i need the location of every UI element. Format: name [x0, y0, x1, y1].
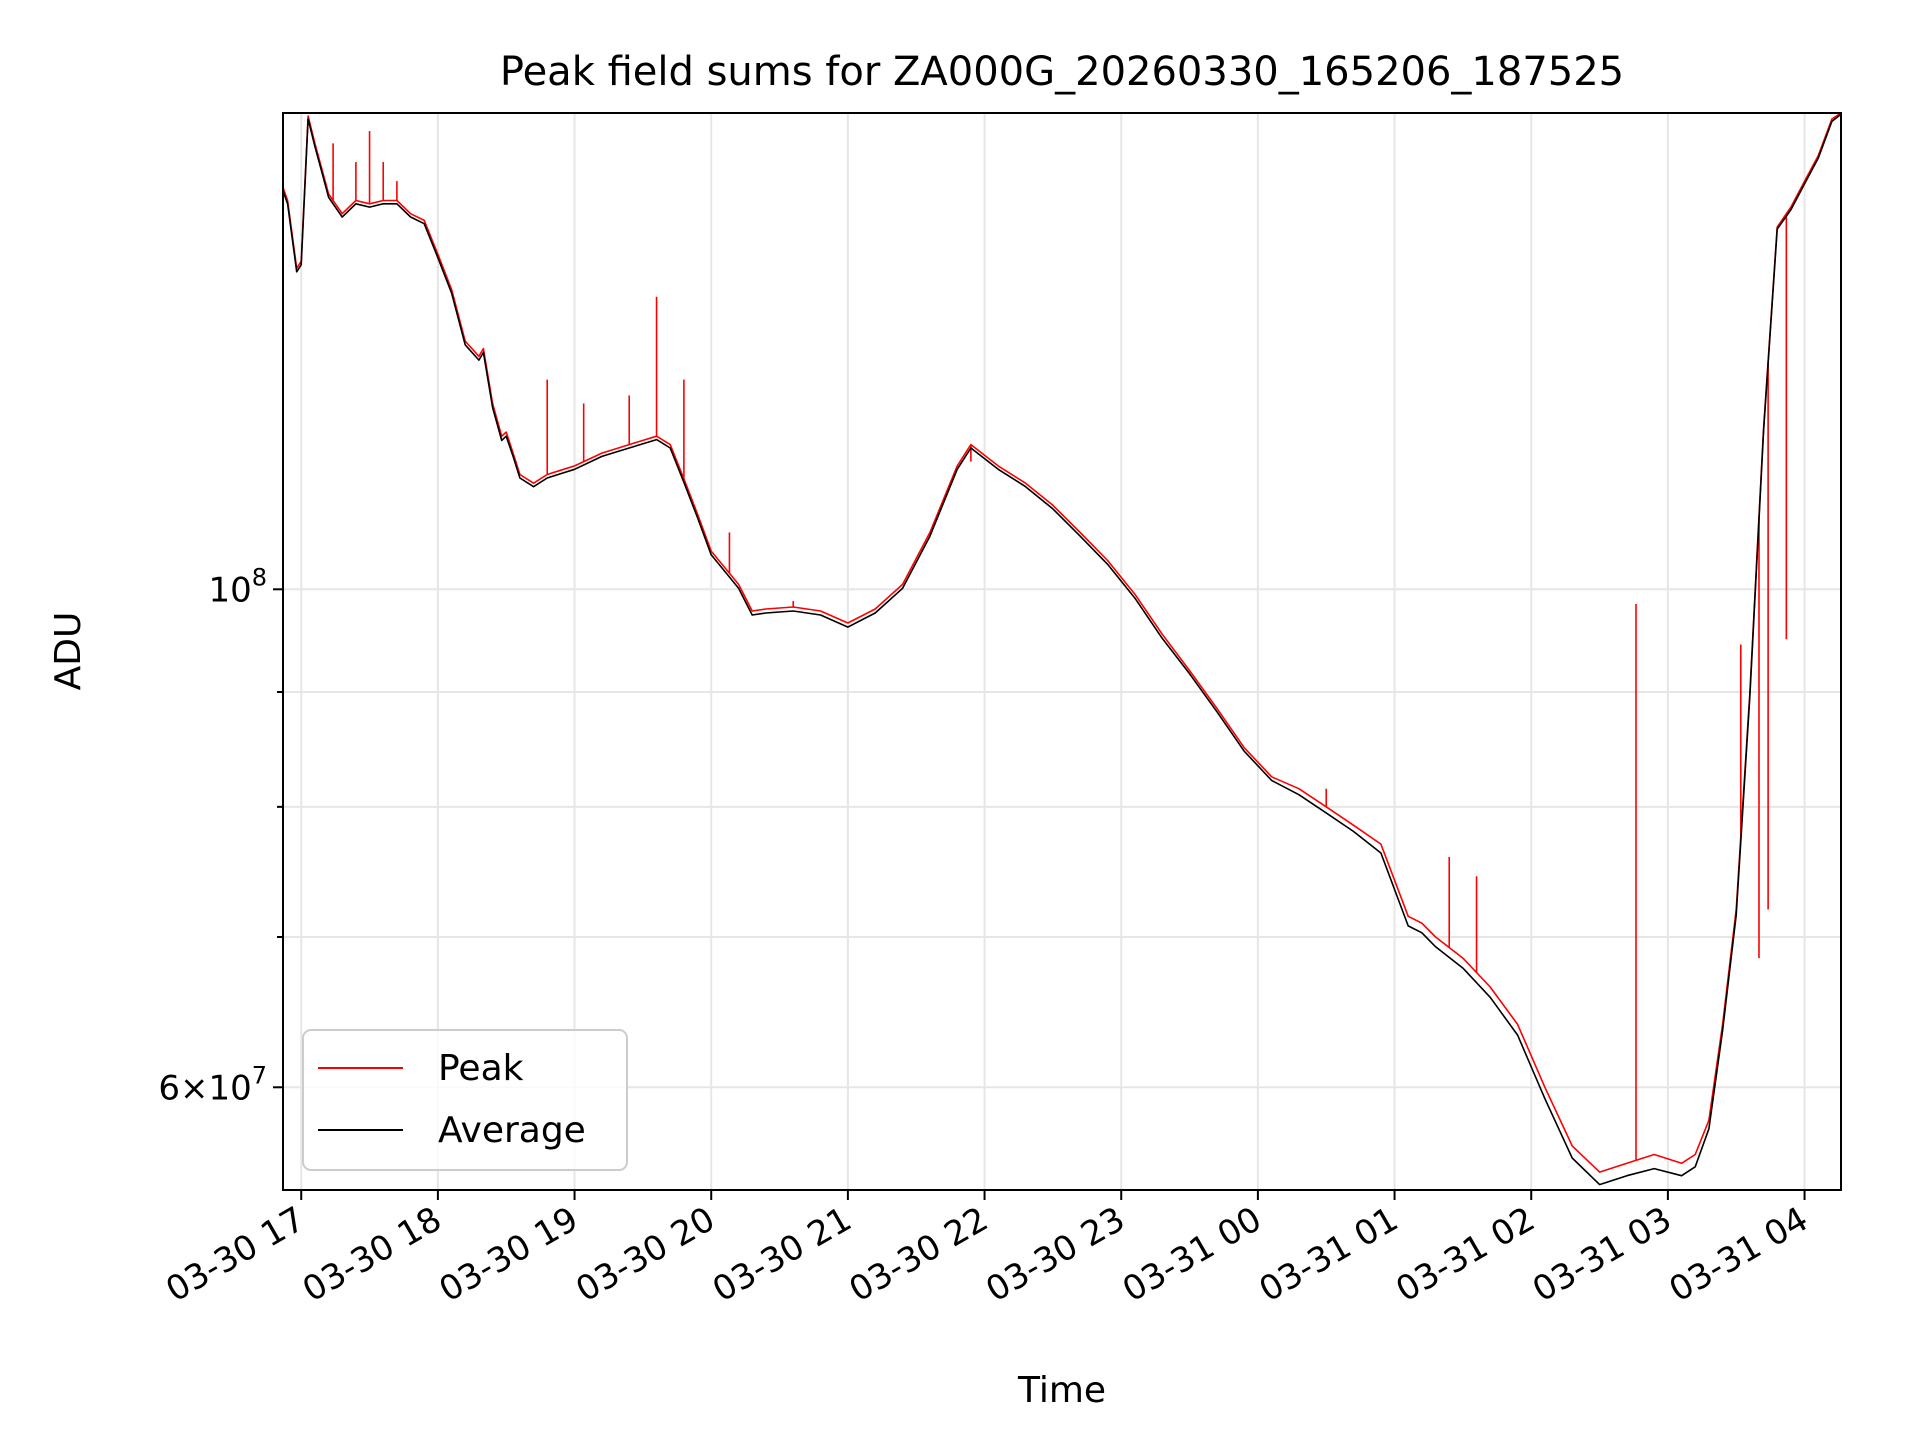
y-tick-label-base: 6×10 [158, 1068, 251, 1108]
legend-peak-label: Peak [438, 1048, 524, 1089]
legend: Peak Average [302, 1029, 628, 1171]
legend-average-label: Average [438, 1110, 586, 1151]
plot-frame [282, 112, 1842, 1191]
y-tick-label: 6×107 [158, 1061, 267, 1108]
y-axis-label: ADU [48, 612, 89, 691]
series-line-average [282, 113, 1842, 1186]
y-tick-label-exponent: 8 [252, 563, 267, 591]
y-tick-label-exponent: 7 [252, 1061, 267, 1089]
grid-layer [283, 113, 1841, 1190]
series-layer [282, 112, 1842, 1186]
legend-box [302, 1029, 628, 1171]
y-tick-label-base: 10 [208, 570, 251, 610]
y-tick-label: 108 [208, 563, 267, 610]
series-line-peak [282, 112, 1842, 1173]
chart-title: Peak field sums for ZA000G_20260330_1652… [500, 49, 1624, 95]
x-axis-label: Time [1017, 1370, 1106, 1411]
